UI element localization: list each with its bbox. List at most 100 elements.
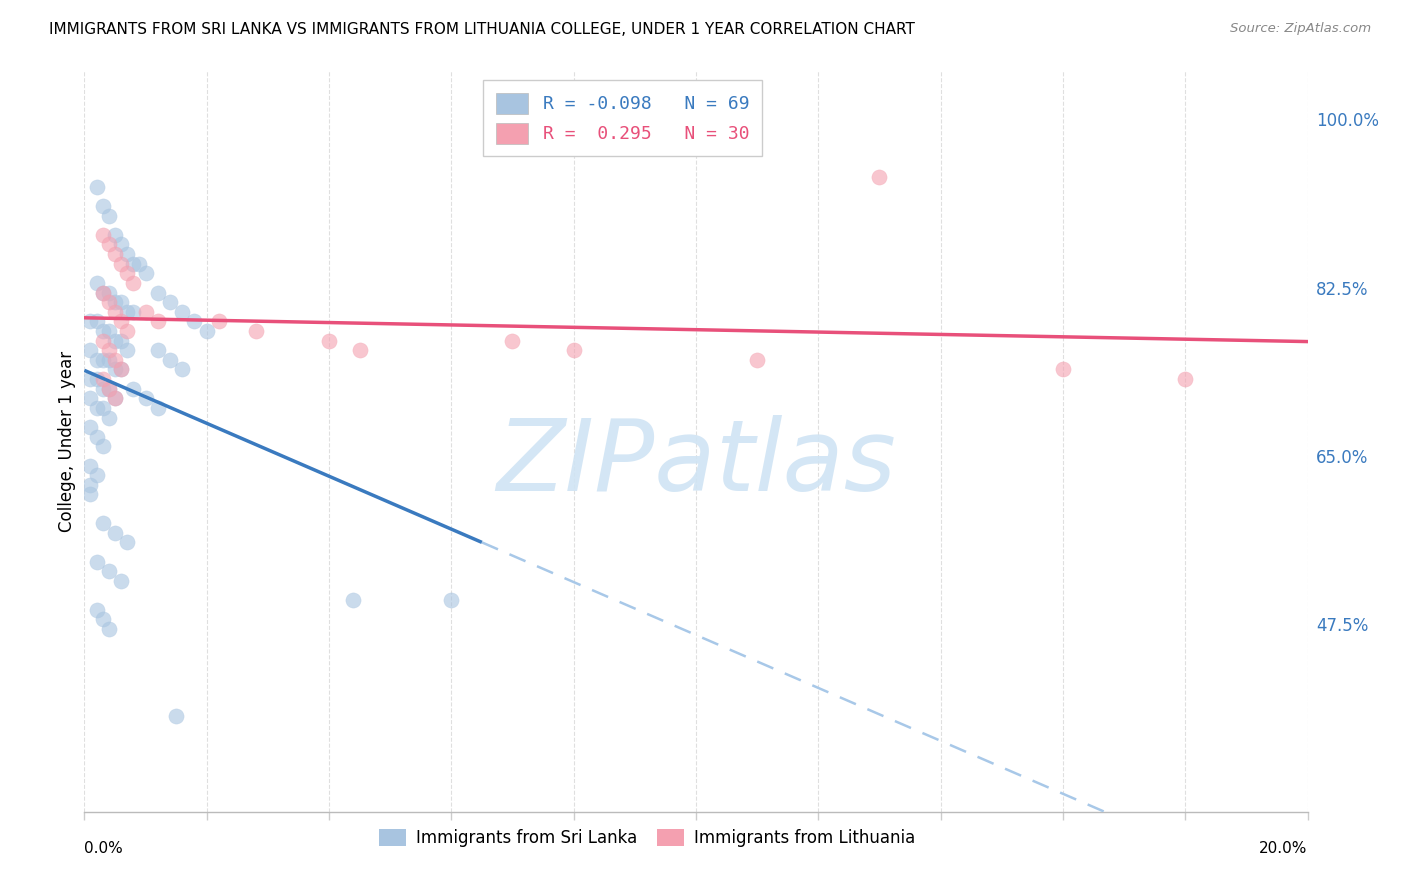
Point xyxy=(91,227,114,242)
Point xyxy=(97,295,120,310)
Point xyxy=(115,266,138,280)
Point xyxy=(86,603,108,617)
Point xyxy=(104,304,127,318)
Text: Source: ZipAtlas.com: Source: ZipAtlas.com xyxy=(1230,22,1371,36)
Point xyxy=(110,314,132,328)
Text: 0.0%: 0.0% xyxy=(84,841,124,856)
Point xyxy=(91,516,114,531)
Point xyxy=(1052,362,1074,376)
Point xyxy=(869,170,891,185)
Point xyxy=(122,257,145,271)
Point xyxy=(562,343,585,358)
Point xyxy=(128,257,150,271)
Point xyxy=(91,285,114,300)
Point xyxy=(86,372,108,386)
Point xyxy=(104,227,127,242)
Point xyxy=(86,430,108,444)
Point xyxy=(91,372,114,386)
Point xyxy=(86,401,108,415)
Point xyxy=(91,612,114,626)
Point xyxy=(97,565,120,579)
Point xyxy=(104,525,127,540)
Point xyxy=(502,334,524,348)
Point xyxy=(146,401,169,415)
Point xyxy=(91,352,114,367)
Point xyxy=(104,391,127,405)
Point xyxy=(97,237,120,252)
Point xyxy=(91,285,114,300)
Point xyxy=(440,593,463,607)
Text: ZIPatlas: ZIPatlas xyxy=(496,416,896,512)
Point xyxy=(110,295,132,310)
Point xyxy=(97,410,120,425)
Point xyxy=(122,304,145,318)
Y-axis label: College, Under 1 year: College, Under 1 year xyxy=(58,351,76,533)
Point xyxy=(86,179,108,194)
Point xyxy=(115,304,138,318)
Point xyxy=(122,382,145,396)
Point xyxy=(86,555,108,569)
Point xyxy=(91,199,114,213)
Point xyxy=(104,295,127,310)
Point xyxy=(342,593,364,607)
Point xyxy=(97,352,120,367)
Point xyxy=(86,352,108,367)
Point xyxy=(104,247,127,261)
Point xyxy=(165,708,187,723)
Point xyxy=(86,468,108,483)
Point xyxy=(195,324,218,338)
Point xyxy=(79,487,101,501)
Point xyxy=(86,276,108,290)
Point xyxy=(79,478,101,492)
Point xyxy=(183,314,205,328)
Point xyxy=(110,334,132,348)
Point xyxy=(97,285,120,300)
Point xyxy=(208,314,231,328)
Point xyxy=(91,334,114,348)
Point xyxy=(146,343,169,358)
Point xyxy=(122,276,145,290)
Point xyxy=(91,401,114,415)
Point xyxy=(79,343,101,358)
Text: 20.0%: 20.0% xyxy=(1260,841,1308,856)
Point xyxy=(97,343,120,358)
Point xyxy=(104,362,127,376)
Point xyxy=(104,391,127,405)
Point xyxy=(349,343,371,358)
Point xyxy=(97,324,120,338)
Point xyxy=(245,324,267,338)
Point xyxy=(318,334,340,348)
Point xyxy=(135,304,157,318)
Point xyxy=(747,352,769,367)
Point xyxy=(86,314,108,328)
Point xyxy=(110,574,132,588)
Point xyxy=(97,382,120,396)
Point xyxy=(91,324,114,338)
Point xyxy=(79,391,101,405)
Point xyxy=(115,324,138,338)
Point xyxy=(159,295,181,310)
Point xyxy=(115,535,138,549)
Point xyxy=(115,247,138,261)
Point xyxy=(79,420,101,434)
Point xyxy=(135,391,157,405)
Point xyxy=(172,362,194,376)
Point xyxy=(97,382,120,396)
Point xyxy=(1174,372,1197,386)
Point xyxy=(91,439,114,453)
Point xyxy=(115,343,138,358)
Point xyxy=(104,352,127,367)
Point xyxy=(79,314,101,328)
Point xyxy=(110,237,132,252)
Point xyxy=(97,622,120,636)
Point xyxy=(79,372,101,386)
Legend: Immigrants from Sri Lanka, Immigrants from Lithuania: Immigrants from Sri Lanka, Immigrants fr… xyxy=(371,821,924,855)
Point xyxy=(79,458,101,473)
Point xyxy=(172,304,194,318)
Point xyxy=(97,209,120,223)
Point xyxy=(91,382,114,396)
Point xyxy=(159,352,181,367)
Point xyxy=(104,334,127,348)
Text: IMMIGRANTS FROM SRI LANKA VS IMMIGRANTS FROM LITHUANIA COLLEGE, UNDER 1 YEAR COR: IMMIGRANTS FROM SRI LANKA VS IMMIGRANTS … xyxy=(49,22,915,37)
Point xyxy=(146,285,169,300)
